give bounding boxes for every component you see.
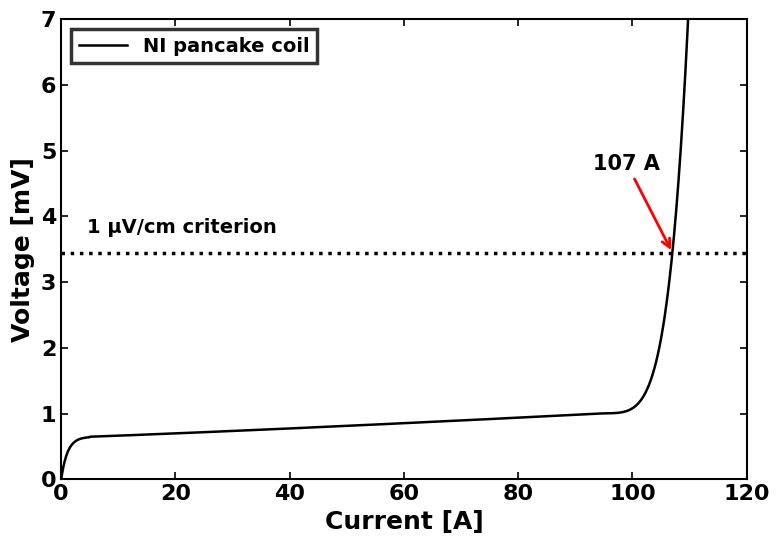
X-axis label: Current [A]: Current [A]: [325, 510, 483, 534]
NI pancake coil: [56, 476, 66, 483]
NI pancake coil: [485, 416, 494, 422]
NI pancake coil: [525, 414, 534, 420]
Text: 1 μV/cm criterion: 1 μV/cm criterion: [87, 219, 276, 238]
Y-axis label: Voltage [mV]: Voltage [mV]: [11, 157, 35, 342]
NI pancake coil: [624, 407, 633, 414]
Line: NI pancake coil: NI pancake coil: [61, 0, 718, 480]
NI pancake coil: [181, 429, 191, 436]
Legend: NI pancake coil: NI pancake coil: [71, 29, 317, 63]
Text: 107 A: 107 A: [594, 154, 669, 247]
NI pancake coil: [379, 421, 388, 427]
NI pancake coil: [289, 425, 298, 432]
